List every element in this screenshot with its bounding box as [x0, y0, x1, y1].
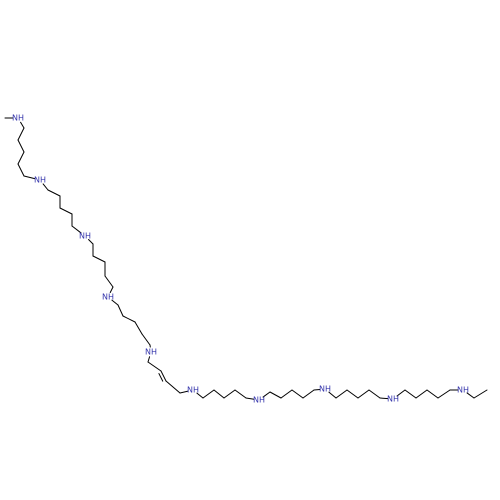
nitrogen-atom-label: NH: [253, 396, 265, 405]
single-bond-line: [104, 275, 114, 288]
single-bond-line: [245, 397, 255, 400]
nitrogen-atom-label: NH: [34, 176, 46, 185]
single-bond-line: [20, 121, 25, 129]
single-bond-line: [17, 127, 25, 141]
single-bond-line: [134, 321, 143, 335]
single-bond-line: [335, 389, 348, 399]
double-bond-line: [158, 373, 164, 382]
single-bond-line: [88, 239, 94, 245]
single-bond-line: [111, 299, 119, 306]
single-bond-line: [109, 286, 114, 294]
single-bond-line: [368, 389, 381, 399]
nitrogen-atom-label: NH: [187, 386, 199, 395]
single-bond-line: [437, 389, 451, 399]
single-bond-line: [379, 397, 389, 400]
single-bond-line: [122, 315, 136, 323]
single-bond-line: [234, 389, 247, 399]
single-bond-line: [17, 151, 25, 165]
nitrogen-atom-label: NH: [457, 386, 469, 395]
single-bond-line: [42, 183, 49, 191]
single-bond-line: [92, 255, 106, 263]
double-bond-line: [160, 370, 167, 382]
single-bond-line: [202, 389, 215, 399]
single-bond-line: [269, 391, 282, 399]
single-bond-line: [147, 361, 162, 372]
nitrogen-atom-label: NH: [319, 385, 331, 394]
single-bond-line: [404, 389, 417, 399]
single-bond-line: [141, 333, 151, 346]
single-bond-line: [280, 389, 293, 399]
single-bond-line: [415, 389, 428, 399]
single-bond-line: [291, 389, 304, 399]
single-bond-line: [313, 388, 321, 391]
single-bond-line: [71, 225, 82, 234]
nitrogen-atom-label: NH: [102, 293, 114, 302]
nitrogen-atom-label: NH: [145, 348, 157, 357]
single-bond-line: [179, 390, 189, 394]
single-bond-line: [396, 389, 406, 397]
single-bond-line: [213, 389, 225, 399]
nitrogen-atom-label: NH: [12, 114, 24, 123]
single-bond-line: [328, 391, 337, 399]
nitrogen-atom-label: NH: [387, 395, 399, 404]
single-bond-line: [17, 139, 25, 153]
single-bond-line: [357, 389, 370, 399]
single-bond-line: [47, 189, 61, 197]
nitrogen-atom-label: NH: [79, 232, 91, 241]
single-bond-line: [147, 356, 151, 363]
single-bond-line: [165, 380, 181, 394]
single-bond-line: [302, 389, 315, 399]
single-bond-line: [17, 163, 25, 177]
single-bond-line: [473, 389, 488, 399]
single-bond-line: [196, 392, 204, 399]
single-bond-line: [346, 389, 359, 399]
single-bond-line: [466, 392, 475, 399]
single-bond-line: [117, 304, 124, 317]
single-bond-line: [426, 389, 439, 399]
single-bond-line: [59, 207, 73, 215]
single-bond-line: [262, 391, 271, 398]
single-bond-line: [223, 389, 236, 399]
single-bond-line: [23, 175, 36, 180]
